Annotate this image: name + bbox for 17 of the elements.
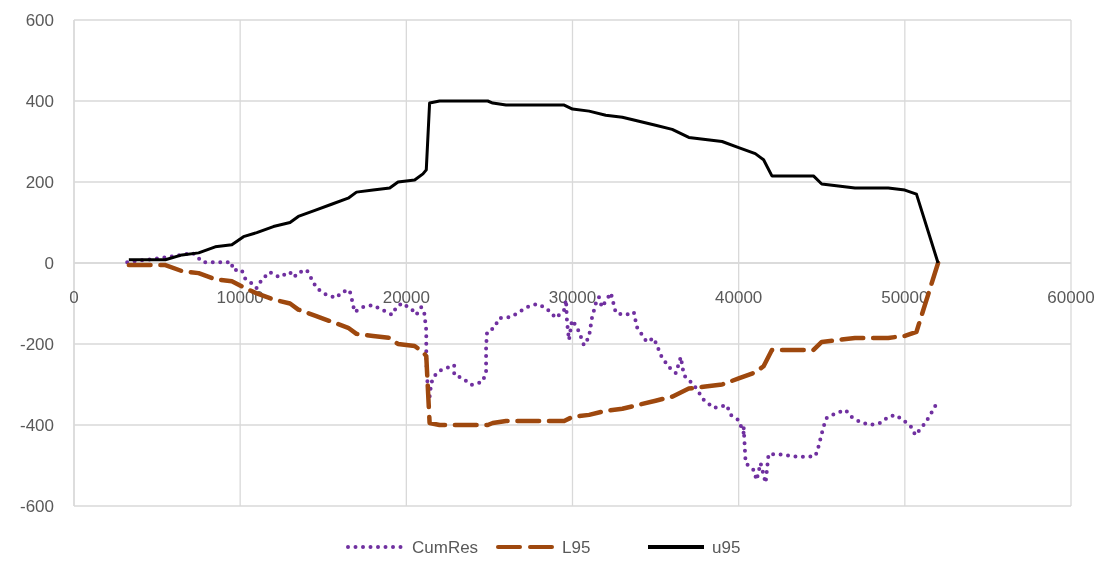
x-tick-label: 60000 bbox=[1047, 288, 1095, 307]
y-tick-label: -200 bbox=[19, 334, 54, 354]
x-tick-label: 0 bbox=[69, 288, 79, 307]
x-tick-label: 20000 bbox=[382, 288, 430, 307]
y-tick-label: 400 bbox=[25, 91, 54, 111]
y-tick-label: -600 bbox=[19, 496, 54, 516]
legend-label: CumRes bbox=[412, 537, 479, 557]
legend-label: L95 bbox=[562, 537, 591, 557]
y-tick-label: 200 bbox=[25, 172, 54, 192]
y-tick-label: 600 bbox=[25, 10, 54, 30]
x-tick-label: 40000 bbox=[715, 288, 763, 307]
legend-label: u95 bbox=[712, 537, 741, 557]
line-series bbox=[127, 99, 940, 265]
line-series bbox=[126, 260, 941, 428]
x-tick-label: 30000 bbox=[548, 288, 597, 307]
y-tick-label: 0 bbox=[44, 253, 54, 273]
y-tick-label: -400 bbox=[19, 415, 54, 435]
